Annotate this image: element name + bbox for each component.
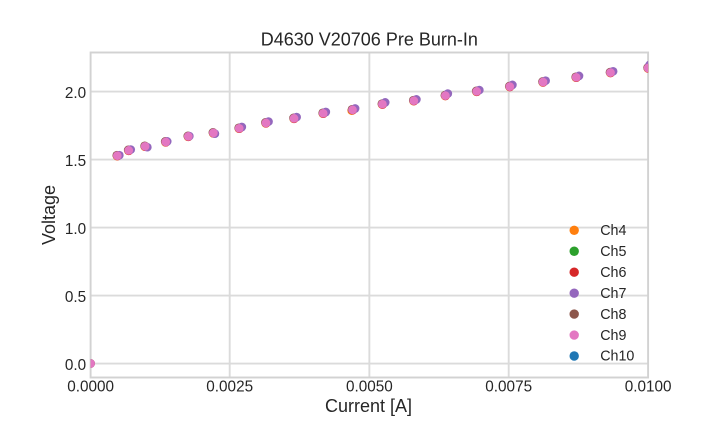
svg-text:0.0000: 0.0000 bbox=[67, 379, 114, 396]
svg-text:1.0: 1.0 bbox=[65, 221, 86, 238]
svg-text:0.5: 0.5 bbox=[65, 289, 86, 306]
svg-text:2.0: 2.0 bbox=[65, 85, 86, 102]
svg-text:Ch7: Ch7 bbox=[600, 286, 626, 302]
svg-text:D4630 V20706 Pre Burn-In: D4630 V20706 Pre Burn-In bbox=[261, 29, 478, 49]
svg-text:Ch8: Ch8 bbox=[600, 307, 626, 323]
svg-text:0.0050: 0.0050 bbox=[346, 379, 393, 396]
svg-text:0.0: 0.0 bbox=[65, 357, 86, 374]
svg-text:1.5: 1.5 bbox=[65, 153, 86, 170]
svg-text:Ch9: Ch9 bbox=[600, 328, 626, 344]
svg-text:Ch5: Ch5 bbox=[600, 244, 626, 260]
svg-text:0.0075: 0.0075 bbox=[485, 379, 532, 396]
svg-text:0.0025: 0.0025 bbox=[206, 379, 253, 396]
svg-text:Ch10: Ch10 bbox=[600, 349, 634, 365]
svg-text:Current [A]: Current [A] bbox=[325, 396, 412, 416]
svg-text:Voltage: Voltage bbox=[39, 185, 59, 245]
svg-text:0.0100: 0.0100 bbox=[625, 379, 672, 396]
svg-text:Ch4: Ch4 bbox=[600, 223, 626, 239]
svg-text:Ch6: Ch6 bbox=[600, 265, 626, 281]
